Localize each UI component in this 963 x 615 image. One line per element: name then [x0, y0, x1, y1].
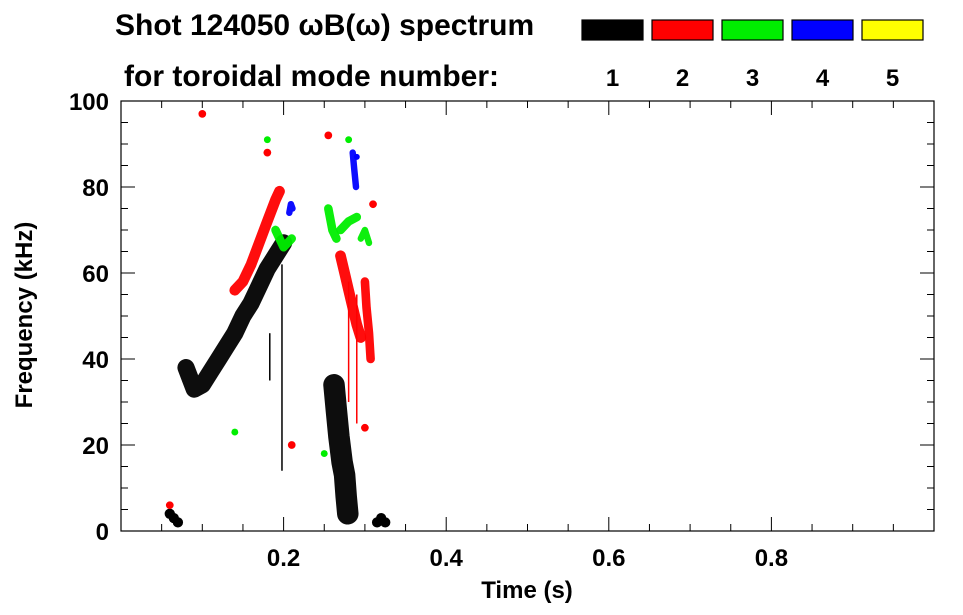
- spectral-spot-mode-4-3-0: [353, 153, 360, 160]
- y-tick-label: 0: [96, 519, 109, 546]
- y-tick-label: 40: [82, 347, 109, 374]
- spectral-feature-mode-1-0: [177, 234, 293, 398]
- x-axis-ticks: 0.2 0.4 0.6 0.8: [161, 101, 894, 572]
- spectral-spot-mode-1-0-2: [172, 517, 184, 528]
- y-tick-label: 100: [69, 89, 109, 116]
- spectral-spot-mode-2-1-0: [165, 501, 174, 510]
- spectral-spot-mode-1-0-5: [380, 517, 391, 528]
- legend-swatch-mode-3: [721, 19, 784, 41]
- spectral-feature-mode-4-10: [349, 149, 360, 191]
- chart-title-line1: Shot 124050 ωB(ω) spectrum: [115, 9, 534, 42]
- x-tick-label: 0.8: [755, 545, 788, 572]
- legend-label-mode-4: 4: [816, 65, 830, 92]
- x-tick-label: 0.2: [267, 545, 300, 572]
- spectrum-data: [164, 110, 391, 528]
- spectral-feature-mode-3-8: [357, 226, 373, 247]
- spectral-spot-mode-2-1-3: [287, 441, 296, 449]
- spectral-spot-mode-2-1-1: [198, 110, 207, 118]
- legend-swatch-mode-4: [791, 19, 854, 41]
- spectral-feature-mode-1-1: [323, 374, 359, 525]
- spectral-spot-mode-3-2-0: [263, 136, 271, 144]
- chart-title: Shot 124050 ωB(ω) spectrum for toroidal …: [115, 9, 534, 93]
- legend-label-mode-5: 5: [886, 65, 899, 92]
- spectral-feature-mode-2-3: [335, 250, 367, 343]
- x-tick-label: 0.6: [592, 545, 625, 572]
- legend-label-mode-2: 2: [676, 65, 689, 92]
- spectral-spot-mode-3-2-1: [320, 450, 328, 458]
- chart-title-line2: for toroidal mode number:: [124, 60, 499, 93]
- spectral-feature-mode-3-5: [271, 225, 296, 252]
- legend-swatch-mode-2: [651, 19, 714, 41]
- spectral-spot-mode-2-1-6: [369, 200, 377, 209]
- y-tick-label: 60: [82, 261, 109, 288]
- spectral-spot-mode-2-1-4: [361, 423, 369, 432]
- spectral-feature-mode-2-4: [360, 277, 375, 364]
- spectral-feature-mode-2-2: [229, 185, 285, 296]
- legend-label-mode-3: 3: [746, 65, 759, 92]
- y-tick-label: 20: [82, 433, 109, 460]
- legend-swatch-mode-5: [861, 19, 924, 41]
- spectral-spot-mode-2-1-2: [263, 148, 272, 157]
- legend-swatch-mode-1: [581, 19, 644, 41]
- x-axis-label: Time (s): [481, 577, 573, 604]
- spectral-feature-mode-3-6: [324, 204, 341, 243]
- spectral-spot-mode-2-1-5: [324, 131, 333, 140]
- x-tick-label: 0.4: [430, 545, 464, 572]
- y-axis-ticks: 0 20 40 60 80 100: [69, 89, 934, 546]
- y-axis-label: Frequency (kHz): [11, 222, 38, 409]
- spectral-spot-mode-3-2-2: [345, 136, 353, 144]
- spectral-spot-mode-3-2-3: [231, 428, 239, 436]
- y-tick-label: 80: [82, 175, 109, 202]
- spectral-feature-mode-4-9: [286, 200, 296, 217]
- mode-legend: 1 2 3 4 5: [581, 19, 924, 92]
- spectral-feature-mode-3-7: [336, 212, 362, 235]
- legend-label-mode-1: 1: [606, 65, 619, 92]
